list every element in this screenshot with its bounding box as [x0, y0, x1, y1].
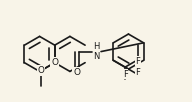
Text: O: O [51, 58, 58, 67]
Text: H
N: H N [93, 42, 99, 61]
Text: F: F [123, 70, 127, 79]
Text: F: F [135, 68, 140, 78]
Text: O: O [38, 66, 45, 75]
Text: F: F [135, 57, 140, 66]
Text: O: O [73, 68, 80, 76]
